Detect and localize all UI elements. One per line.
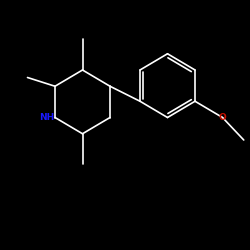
Text: NH: NH [38, 113, 54, 122]
Text: O: O [218, 113, 226, 122]
